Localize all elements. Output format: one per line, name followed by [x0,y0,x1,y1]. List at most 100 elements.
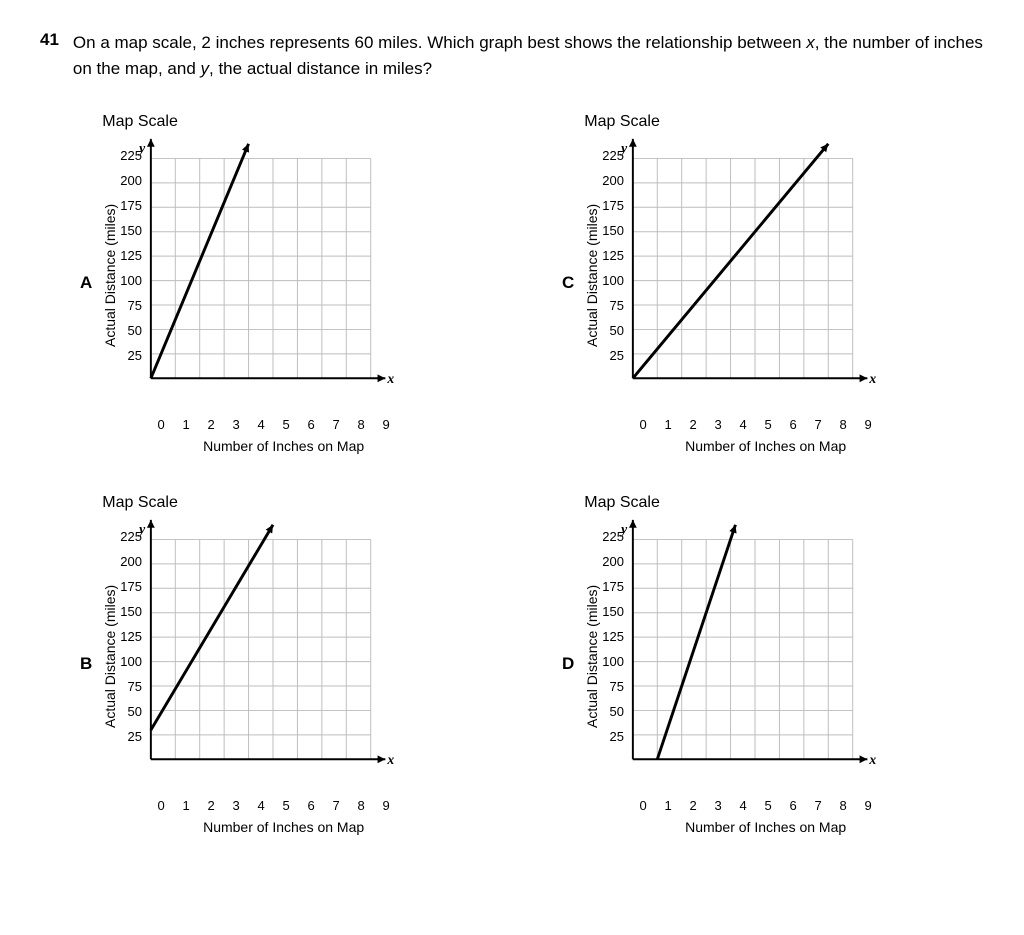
xtick-label: 0 [149,417,174,432]
ytick-label: 25 [120,349,145,374]
xtick-label: 8 [831,798,856,813]
y-axis-label: Actual Distance (miles) [102,135,118,415]
ytick-label: 75 [120,680,145,705]
options-grid: A Map Scale Actual Distance (miles) 2252… [80,113,984,835]
xtick-label: 8 [831,417,856,432]
xtick-label: 3 [224,417,249,432]
xtick-label: 3 [224,798,249,813]
chart-title: Map Scale [584,113,887,131]
svg-text:y: y [619,140,628,155]
ytick-label: 150 [120,605,145,630]
ytick-label: 175 [602,199,627,224]
ytick-label: 150 [602,605,627,630]
chart-title: Map Scale [584,494,887,512]
xtick-label: 9 [856,417,881,432]
xtick-label: 6 [781,798,806,813]
xtick-label: 5 [756,798,781,813]
ytick-label: 125 [120,630,145,655]
ytick-label: 125 [602,630,627,655]
xtick-label: 0 [149,798,174,813]
y-axis-label: Actual Distance (miles) [584,516,600,796]
xtick-label: 3 [706,417,731,432]
svg-text:x: x [386,371,394,386]
xtick-label: 9 [374,798,399,813]
y-ticks: 225200175150125100755025 [120,135,145,415]
ytick-label: 100 [120,274,145,299]
ytick-label: 125 [120,249,145,274]
question-number: 41 [40,30,59,50]
xtick-label: 1 [656,798,681,813]
x-axis-label: Number of Inches on Map [685,819,846,835]
x-axis-label: Number of Inches on Map [685,438,846,454]
question-var-x: x [806,33,815,52]
y-axis-label: Actual Distance (miles) [102,516,118,796]
option-letter-b: B [80,654,92,674]
ytick-label: 25 [602,730,627,755]
option-letter-a: A [80,273,92,293]
xtick-label: 0 [631,417,656,432]
ytick-label: 100 [602,655,627,680]
chart-title: Map Scale [102,113,405,131]
xtick-label: 9 [856,798,881,813]
xtick-label: 6 [781,417,806,432]
ytick-label: 75 [602,299,627,324]
option-letter-d: D [562,654,574,674]
xtick-label: 4 [731,798,756,813]
xtick-label: 1 [174,417,199,432]
xtick-label: 4 [731,417,756,432]
ytick-label: 175 [602,580,627,605]
svg-text:x: x [386,752,394,767]
option-a: A Map Scale Actual Distance (miles) 2252… [80,113,502,454]
xtick-label: 1 [174,798,199,813]
question-var-y: y [201,59,210,78]
option-letter-c: C [562,273,574,293]
ytick-label: 200 [120,555,145,580]
chart-b: Map Scale Actual Distance (miles) 225200… [102,494,405,835]
question-text-part3: , the actual distance in miles? [209,59,432,78]
xtick-label: 7 [324,417,349,432]
xtick-label: 2 [199,798,224,813]
option-b: B Map Scale Actual Distance (miles) 2252… [80,494,502,835]
question-text-part1: On a map scale, 2 inches represents 60 m… [73,33,806,52]
xtick-label: 2 [681,798,706,813]
x-ticks: 0123456789 [631,417,881,432]
ytick-label: 100 [120,655,145,680]
ytick-label: 200 [602,174,627,199]
x-ticks: 0123456789 [149,417,399,432]
x-ticks: 0123456789 [631,798,881,813]
xtick-label: 7 [806,417,831,432]
plot-area: y x [145,516,405,796]
x-axis-label: Number of Inches on Map [203,438,364,454]
question-text: On a map scale, 2 inches represents 60 m… [73,30,984,83]
xtick-label: 4 [249,417,274,432]
y-ticks: 225200175150125100755025 [602,516,627,796]
plot-area: y x [627,135,887,415]
x-ticks: 0123456789 [149,798,399,813]
plot-area: y x [145,135,405,415]
y-ticks: 225200175150125100755025 [120,516,145,796]
ytick-label: 50 [120,324,145,349]
xtick-label: 5 [274,798,299,813]
y-axis-label: Actual Distance (miles) [584,135,600,415]
chart-d: Map Scale Actual Distance (miles) 2 25 200… [584,494,887,835]
xtick-label: 5 [756,417,781,432]
plot-area: y x [627,516,887,796]
chart-title: Map Scale [102,494,405,512]
svg-text:y: y [137,521,146,536]
chart-c: Map Scale Actual Distance (miles) 225200… [584,113,887,454]
ytick-label: 50 [602,324,627,349]
xtick-label: 6 [299,417,324,432]
xtick-label: 2 [681,417,706,432]
ytick-label: 150 [120,224,145,249]
xtick-label: 2 [199,417,224,432]
ytick-label: 175 [120,199,145,224]
xtick-label: 8 [349,798,374,813]
chart-a: Map Scale Actual Distance (miles) 225200… [102,113,405,454]
xtick-label: 8 [349,417,374,432]
xtick-label: 7 [806,798,831,813]
svg-text:x: x [868,752,876,767]
ytick-label: 175 [120,580,145,605]
x-axis-label: Number of Inches on Map [203,819,364,835]
y-ticks: 225200175150125100755025 [602,135,627,415]
ytick-label: 200 [602,555,627,580]
